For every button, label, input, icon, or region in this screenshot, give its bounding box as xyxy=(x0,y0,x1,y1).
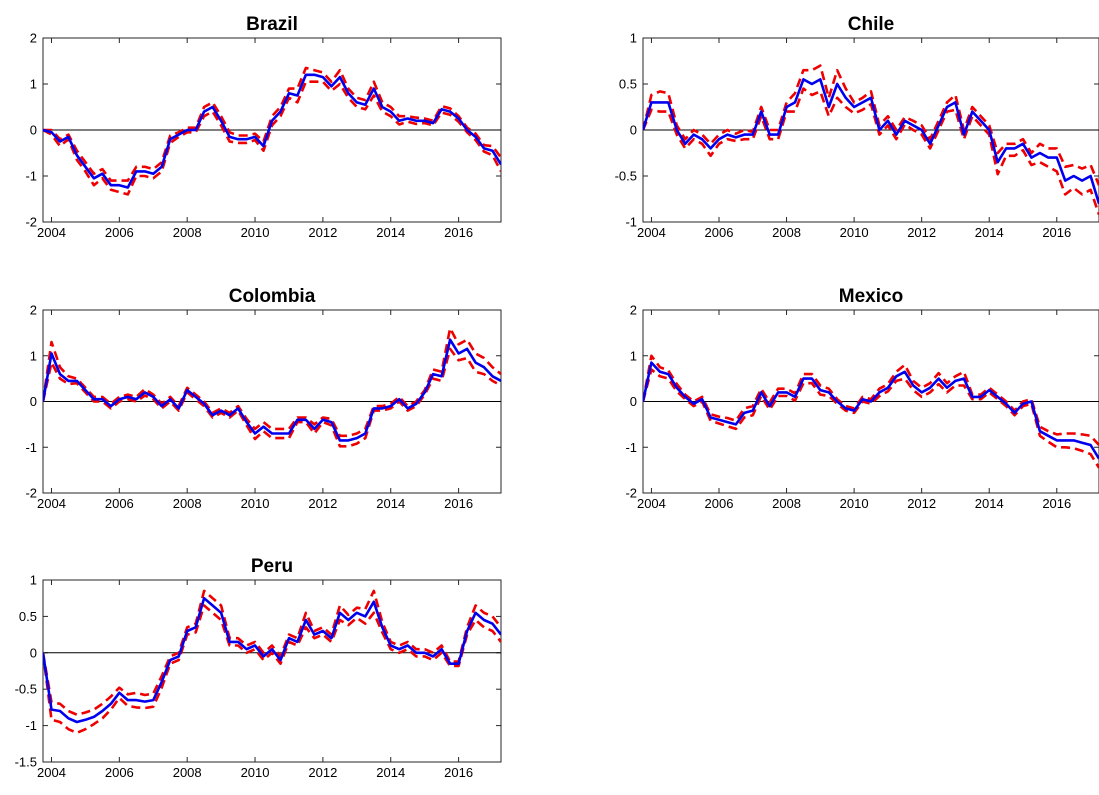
panel-chile: Chile 2004 2006 2008 2010 2012 2014 2016 -1 -0.5 0… xyxy=(615,14,1099,240)
x-tick-label: 2014 xyxy=(376,225,405,240)
chile-title: Chile xyxy=(848,14,894,35)
y-tick-label: 0 xyxy=(30,123,37,138)
panel-colombia: Colombia 2004 2006 2008 2010 2012 2014 2016 -2 -1… xyxy=(25,286,502,511)
peru-title: Peru xyxy=(251,556,293,577)
x-tick-label: 2006 xyxy=(705,225,734,240)
x-tick-label: 2016 xyxy=(444,225,473,240)
panel-brazil: Brazil 2004 2006 2008 2010 2012 2014 2016 -2 -1 0 1… xyxy=(25,14,502,240)
x-tick-label: 2012 xyxy=(308,496,337,511)
mexico-series-group xyxy=(643,354,1099,469)
mexico-title: Mexico xyxy=(839,286,903,307)
peru-lower-line xyxy=(43,604,501,735)
panel-mexico: Mexico 2004 2006 2008 2010 2012 2014 2016 -2 -1 0 1… xyxy=(625,286,1099,511)
chile-series-group xyxy=(643,64,1099,216)
y-tick-label: -1 xyxy=(25,718,37,733)
x-tick-label: 2004 xyxy=(637,225,666,240)
chile-lower-line xyxy=(643,87,1099,216)
x-tick-label: 2006 xyxy=(105,496,134,511)
y-tick-label: -2 xyxy=(625,486,637,501)
y-tick-label: -0.5 xyxy=(615,169,637,184)
x-tick-label: 2006 xyxy=(105,765,134,780)
brazil-series-group xyxy=(43,66,501,196)
x-tick-label: 2008 xyxy=(173,225,202,240)
chile-estimate-line xyxy=(643,78,1099,204)
y-tick-label: 0 xyxy=(30,645,37,660)
x-tick-label: 2016 xyxy=(444,496,473,511)
peru-series-group xyxy=(43,589,501,735)
y-tick-label: 1 xyxy=(30,348,37,363)
x-tick-label: 2014 xyxy=(975,225,1004,240)
mexico-upper-line xyxy=(643,354,1099,446)
x-tick-label: 2014 xyxy=(376,765,405,780)
y-tick-label: -2 xyxy=(25,215,37,230)
y-tick-label: 0.5 xyxy=(619,77,637,92)
y-tick-label: -2 xyxy=(25,486,37,501)
colombia-series-group xyxy=(43,326,501,448)
x-tick-label: 2004 xyxy=(637,496,666,511)
x-tick-label: 2008 xyxy=(173,765,202,780)
colombia-lower-line xyxy=(43,347,501,448)
x-tick-label: 2004 xyxy=(37,225,66,240)
x-tick-label: 2016 xyxy=(1042,496,1071,511)
mexico-lower-line xyxy=(643,368,1099,469)
y-tick-label: 1 xyxy=(30,573,37,588)
brazil-title: Brazil xyxy=(246,14,298,35)
colombia-title: Colombia xyxy=(229,286,316,307)
y-tick-label: -0.5 xyxy=(15,682,37,697)
y-tick-label: 1 xyxy=(30,77,37,92)
y-tick-label: 2 xyxy=(630,303,637,318)
y-tick-label: 0.5 xyxy=(19,609,37,624)
panel-peru: Peru 2004 2006 2008 2010 2012 2014 2016 -1.5 -1 -0… xyxy=(15,556,502,780)
x-tick-label: 2014 xyxy=(376,496,405,511)
x-tick-label: 2016 xyxy=(1042,225,1071,240)
x-tick-label: 2010 xyxy=(241,225,270,240)
y-tick-label: -1.5 xyxy=(15,755,37,770)
peru-estimate-line xyxy=(43,596,501,724)
x-tick-label: 2012 xyxy=(308,765,337,780)
x-tick-label: 2006 xyxy=(705,496,734,511)
y-tick-label: 2 xyxy=(30,31,37,46)
y-tick-label: 1 xyxy=(630,31,637,46)
y-tick-label: -1 xyxy=(25,440,37,455)
x-tick-label: 2008 xyxy=(772,225,801,240)
x-tick-label: 2014 xyxy=(975,496,1004,511)
x-tick-label: 2008 xyxy=(173,496,202,511)
x-tick-label: 2006 xyxy=(105,225,134,240)
x-tick-label: 2004 xyxy=(37,496,66,511)
x-tick-label: 2010 xyxy=(840,225,869,240)
y-tick-label: -1 xyxy=(625,215,637,230)
x-tick-label: 2008 xyxy=(772,496,801,511)
y-tick-label: -1 xyxy=(25,169,37,184)
chile-upper-line xyxy=(643,64,1099,186)
brazil-estimate-line xyxy=(43,73,501,189)
x-tick-label: 2012 xyxy=(907,225,936,240)
x-tick-label: 2010 xyxy=(840,496,869,511)
y-tick-label: 2 xyxy=(30,303,37,318)
x-tick-label: 2016 xyxy=(444,765,473,780)
y-tick-label: 0 xyxy=(630,394,637,409)
x-tick-label: 2012 xyxy=(907,496,936,511)
peru-plot-area xyxy=(42,579,502,763)
y-tick-label: 0 xyxy=(630,123,637,138)
x-tick-label: 2012 xyxy=(308,225,337,240)
x-tick-label: 2004 xyxy=(37,765,66,780)
colombia-estimate-line xyxy=(43,338,501,442)
brazil-lower-line xyxy=(43,80,501,196)
x-tick-label: 2010 xyxy=(241,765,270,780)
x-tick-label: 2010 xyxy=(241,496,270,511)
brazil-upper-line xyxy=(43,66,501,182)
mexico-estimate-line xyxy=(643,361,1099,460)
peru-upper-line xyxy=(43,589,501,717)
y-tick-label: -1 xyxy=(625,440,637,455)
y-tick-label: 1 xyxy=(630,348,637,363)
y-tick-label: 0 xyxy=(30,394,37,409)
